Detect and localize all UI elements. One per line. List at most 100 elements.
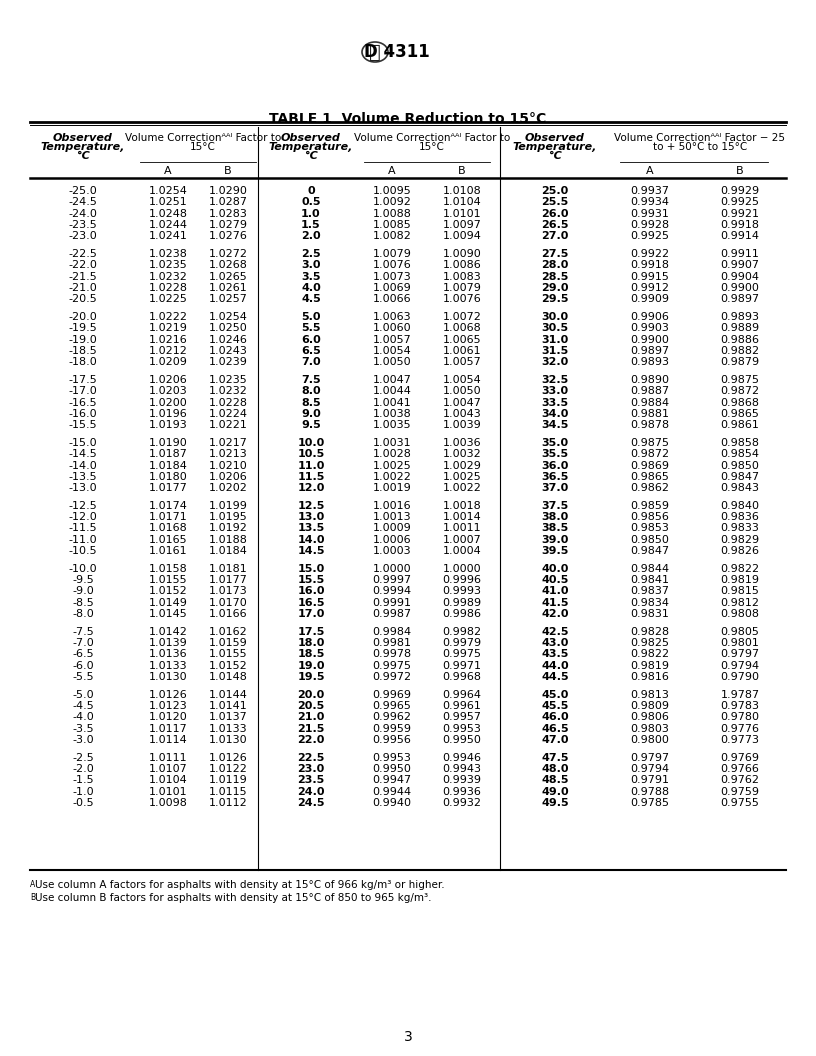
Text: -3.5: -3.5 — [72, 723, 94, 734]
Text: 1.0254: 1.0254 — [149, 186, 188, 196]
Text: 0.9809: 0.9809 — [631, 701, 669, 711]
Text: -19.0: -19.0 — [69, 335, 97, 344]
Text: 1.0007: 1.0007 — [442, 534, 481, 545]
Text: 16.5: 16.5 — [297, 598, 325, 608]
Text: 1.0152: 1.0152 — [209, 661, 247, 671]
Text: 31.5: 31.5 — [541, 346, 569, 356]
Text: 2.5: 2.5 — [301, 249, 321, 259]
Text: 28.5: 28.5 — [541, 271, 569, 282]
Text: 1.0159: 1.0159 — [209, 638, 247, 648]
Text: 1.0228: 1.0228 — [149, 283, 188, 293]
Text: -2.0: -2.0 — [72, 763, 94, 774]
Text: 0: 0 — [307, 186, 315, 196]
Text: 12.5: 12.5 — [297, 501, 325, 511]
Text: 30.0: 30.0 — [542, 312, 569, 322]
Text: 1.0018: 1.0018 — [442, 501, 481, 511]
Text: 15°C: 15°C — [190, 142, 216, 152]
Text: 1.0177: 1.0177 — [149, 484, 188, 493]
Text: -14.5: -14.5 — [69, 449, 97, 459]
Text: 0.9812: 0.9812 — [721, 598, 760, 608]
Text: 28.0: 28.0 — [541, 260, 569, 270]
Text: 1.0054: 1.0054 — [373, 346, 411, 356]
Text: 1.0000: 1.0000 — [373, 564, 411, 573]
Text: 0.9841: 0.9841 — [631, 576, 669, 585]
Text: 0.9918: 0.9918 — [631, 260, 669, 270]
Text: 1.0180: 1.0180 — [149, 472, 188, 482]
Text: 0.9887: 0.9887 — [631, 386, 670, 396]
Text: 0.9975: 0.9975 — [442, 649, 481, 659]
Text: -20.0: -20.0 — [69, 312, 97, 322]
Text: 14.0: 14.0 — [297, 534, 325, 545]
Text: 0.9875: 0.9875 — [631, 438, 669, 448]
Text: 1.0224: 1.0224 — [209, 409, 247, 419]
Text: 14.5: 14.5 — [297, 546, 325, 557]
Text: 1.0095: 1.0095 — [373, 186, 411, 196]
Text: 0.9950: 0.9950 — [373, 763, 411, 774]
Text: 1.0148: 1.0148 — [209, 672, 247, 682]
Text: 32.5: 32.5 — [541, 375, 569, 384]
Text: 0.9825: 0.9825 — [631, 638, 669, 648]
Text: -6.5: -6.5 — [72, 649, 94, 659]
Text: 0.9993: 0.9993 — [442, 586, 481, 597]
Text: 36.0: 36.0 — [541, 460, 569, 471]
Text: 0.9847: 0.9847 — [721, 472, 760, 482]
Text: 0.9816: 0.9816 — [631, 672, 669, 682]
Text: 0.9879: 0.9879 — [721, 357, 760, 367]
Text: 25.0: 25.0 — [541, 186, 569, 196]
Text: 1.0141: 1.0141 — [209, 701, 247, 711]
Text: 0.9886: 0.9886 — [721, 335, 760, 344]
Text: 0.9968: 0.9968 — [442, 672, 481, 682]
Text: -11.0: -11.0 — [69, 534, 97, 545]
Text: 1.0265: 1.0265 — [209, 271, 247, 282]
Text: 1.0250: 1.0250 — [209, 323, 247, 334]
Text: 0.9936: 0.9936 — [442, 787, 481, 796]
Text: 1.0123: 1.0123 — [149, 701, 188, 711]
Text: 31.0: 31.0 — [541, 335, 569, 344]
Text: 38.5: 38.5 — [541, 524, 569, 533]
Text: 1.0047: 1.0047 — [373, 375, 411, 384]
Text: 0.9900: 0.9900 — [721, 283, 760, 293]
Text: 1.0039: 1.0039 — [442, 420, 481, 430]
Text: 1.0173: 1.0173 — [209, 586, 247, 597]
Text: 1.0228: 1.0228 — [209, 397, 247, 408]
Text: 33.0: 33.0 — [542, 386, 569, 396]
Text: 0.9803: 0.9803 — [631, 723, 669, 734]
Text: 1.0130: 1.0130 — [209, 735, 247, 744]
Text: 6.5: 6.5 — [301, 346, 321, 356]
Text: 1.9787: 1.9787 — [721, 690, 760, 700]
Text: 0.9800: 0.9800 — [631, 735, 669, 744]
Text: -0.5: -0.5 — [72, 798, 94, 808]
Text: 0.9847: 0.9847 — [631, 546, 670, 557]
Text: 1.0232: 1.0232 — [149, 271, 188, 282]
Text: to + 50°C to 15°C: to + 50°C to 15°C — [653, 142, 747, 152]
Text: 1.0222: 1.0222 — [149, 312, 188, 322]
Text: 34.5: 34.5 — [541, 420, 569, 430]
Text: 1.0035: 1.0035 — [373, 420, 411, 430]
Text: 1.0000: 1.0000 — [443, 564, 481, 573]
Text: 1.0219: 1.0219 — [149, 323, 188, 334]
Text: 1.0086: 1.0086 — [442, 260, 481, 270]
Text: A: A — [388, 166, 396, 176]
Text: 0.9897: 0.9897 — [721, 295, 760, 304]
Text: 0.9801: 0.9801 — [721, 638, 760, 648]
Text: 0.9865: 0.9865 — [721, 409, 760, 419]
Text: 0.9769: 0.9769 — [721, 753, 760, 762]
Text: 0.9972: 0.9972 — [372, 672, 411, 682]
Text: Volume Correctionᴬᴬᴵ Factor − 25: Volume Correctionᴬᴬᴵ Factor − 25 — [614, 133, 786, 143]
Text: 1.0225: 1.0225 — [149, 295, 188, 304]
Text: 1.0290: 1.0290 — [209, 186, 247, 196]
Text: 0.9897: 0.9897 — [631, 346, 670, 356]
Text: 1.0112: 1.0112 — [209, 798, 247, 808]
Text: 1.0206: 1.0206 — [209, 472, 247, 482]
Text: 1.0283: 1.0283 — [209, 209, 247, 219]
Text: 1.0276: 1.0276 — [209, 231, 247, 242]
Text: A: A — [164, 166, 172, 176]
Text: 0.9833: 0.9833 — [721, 524, 760, 533]
Text: 15.5: 15.5 — [297, 576, 325, 585]
Text: 1.0036: 1.0036 — [443, 438, 481, 448]
Text: 1.0011: 1.0011 — [443, 524, 481, 533]
Text: 0.9785: 0.9785 — [631, 798, 669, 808]
Text: 1.0238: 1.0238 — [149, 249, 188, 259]
Text: 3.0: 3.0 — [301, 260, 321, 270]
Text: 0.9837: 0.9837 — [631, 586, 669, 597]
